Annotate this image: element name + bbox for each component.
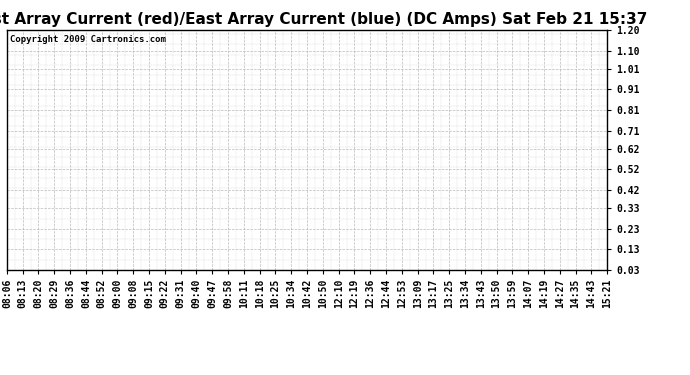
Title: West Array Current (red)/East Array Current (blue) (DC Amps) Sat Feb 21 15:37: West Array Current (red)/East Array Curr… xyxy=(0,12,648,27)
Text: Copyright 2009 Cartronics.com: Copyright 2009 Cartronics.com xyxy=(10,35,166,44)
